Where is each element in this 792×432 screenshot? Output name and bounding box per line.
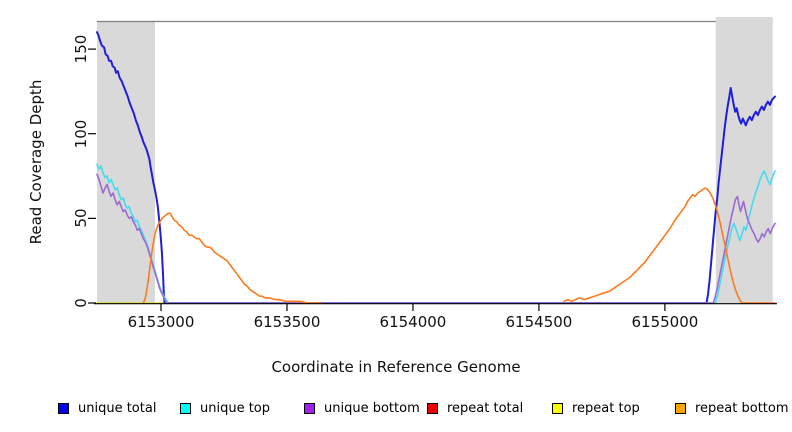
legend-label: repeat bottom	[695, 400, 789, 416]
legend-item-repeat-bottom: repeat bottom	[675, 399, 789, 417]
x-axis-label: Coordinate in Reference Genome	[271, 358, 521, 376]
legend-swatch-repeat-total-icon	[427, 402, 438, 414]
y-tick-label: 150	[72, 34, 90, 64]
y-tick-label: 0	[72, 298, 90, 308]
series-line-repeat-bottom-2	[563, 187, 776, 304]
shaded-region-left	[97, 21, 155, 303]
x-tick-label: 6153000	[127, 313, 195, 331]
legend: unique total unique top unique bottom repea…	[0, 399, 792, 419]
legend-swatch-repeat-bottom-icon	[675, 402, 686, 414]
legend-item-unique-top: unique top	[180, 399, 270, 417]
legend-item-repeat-top: repeat top	[552, 399, 640, 417]
legend-label: repeat total	[447, 400, 524, 416]
y-axis-label: Read Coverage Depth	[27, 79, 45, 245]
legend-swatch-unique-top-icon	[180, 402, 191, 414]
x-tick-label: 6154500	[505, 313, 573, 331]
x-tick-label: 6154000	[379, 313, 447, 331]
legend-label: repeat top	[572, 400, 640, 416]
y-tick-label: 50	[72, 208, 90, 228]
x-tick-label: 6153500	[253, 313, 321, 331]
legend-item-unique-bottom: unique bottom	[304, 399, 420, 417]
x-tick-label: 6155000	[631, 313, 699, 331]
series-line-unique-top	[96, 163, 776, 304]
legend-label: unique total	[78, 400, 157, 416]
series-line-unique-bottom	[96, 173, 776, 304]
series-line-repeat-bottom-1	[142, 212, 324, 304]
legend-item-unique-total: unique total	[58, 399, 156, 417]
series-line-unique-total	[96, 31, 776, 304]
legend-item-repeat-total: repeat total	[427, 399, 523, 417]
legend-swatch-unique-bottom-icon	[304, 402, 315, 414]
legend-swatch-repeat-top-icon	[552, 402, 563, 414]
legend-swatch-unique-total-icon	[58, 402, 69, 414]
legend-label: unique top	[200, 400, 271, 416]
legend-label: unique bottom	[324, 400, 420, 416]
y-tick-label: 100	[72, 119, 90, 149]
